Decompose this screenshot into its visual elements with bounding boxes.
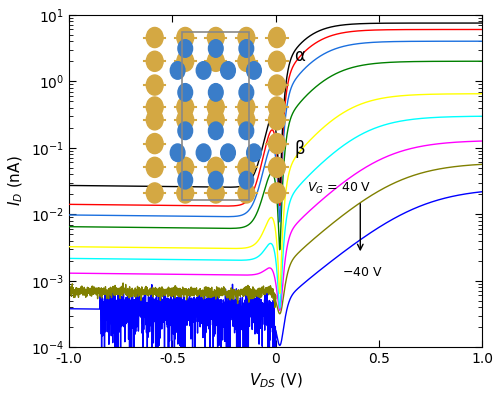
Text: $-$40 V: $-$40 V — [342, 266, 382, 279]
Text: $V_G$ = 40 V: $V_G$ = 40 V — [306, 181, 371, 196]
Text: α: α — [294, 47, 305, 65]
X-axis label: $V_{DS}$ (V): $V_{DS}$ (V) — [249, 372, 302, 390]
Text: β: β — [294, 141, 305, 158]
Y-axis label: $I_D$ (nA): $I_D$ (nA) — [7, 156, 26, 206]
